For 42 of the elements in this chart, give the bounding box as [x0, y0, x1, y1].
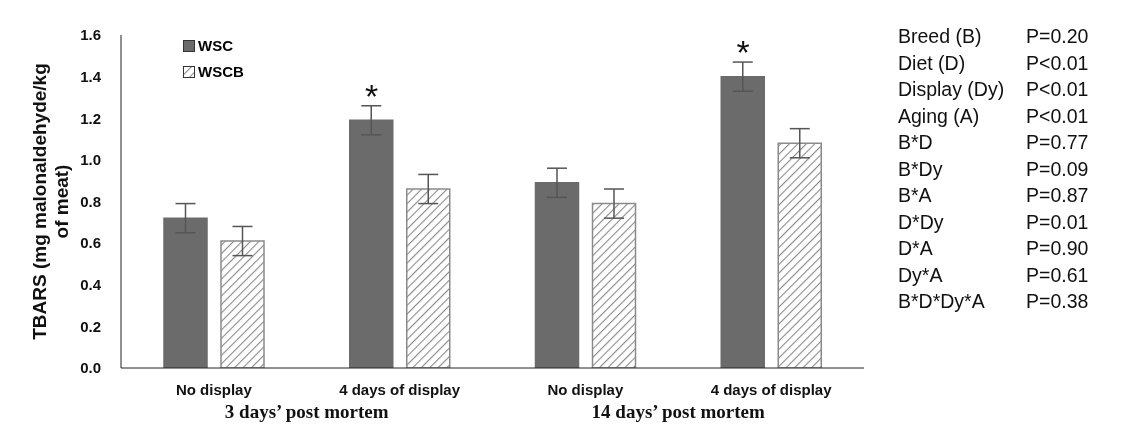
text: Diet (D) — [898, 50, 967, 75]
text: P<0.01 — [1026, 103, 1089, 128]
x-tick-label: No display — [547, 380, 624, 398]
text: B*Dy — [898, 156, 944, 181]
text: B*D*Dy*A — [898, 289, 986, 314]
legend-label: WSCB — [198, 63, 244, 80]
text: P<0.01 — [1026, 50, 1089, 75]
annotation: * — [365, 76, 379, 115]
text: Dy*A — [898, 262, 944, 287]
y-axis-title: TBARS (mg malonaldehyde/kg of meat) — [29, 63, 72, 340]
y-tick-label: 0.0 — [80, 359, 101, 377]
text: 14 days’ post mortem — [591, 401, 766, 422]
annotation: * — [736, 33, 750, 72]
y-tick-label: 1.2 — [80, 109, 101, 127]
text: 3 days’ post mortem — [224, 401, 389, 422]
text: D*A — [898, 236, 934, 261]
text: P=0.77 — [1026, 130, 1089, 155]
text: P=0.01 — [1026, 209, 1089, 234]
text: P=0.09 — [1026, 156, 1089, 181]
text: P=0.38 — [1026, 289, 1089, 314]
y-tick-label: 0.6 — [80, 234, 101, 252]
legend-label: WSC — [198, 37, 233, 54]
y-tick-label: 0.4 — [80, 276, 102, 294]
text: D*Dy — [898, 209, 945, 234]
text: P=0.20 — [1026, 24, 1089, 49]
text: P<0.01 — [1026, 77, 1089, 102]
text: Aging (A) — [898, 103, 981, 128]
text: P=0.61 — [1026, 262, 1089, 287]
text: Display (Dy) — [898, 77, 1006, 102]
y-tick-label: 1.6 — [80, 26, 101, 44]
text: B*A — [898, 183, 933, 208]
y-tick-label: 1.4 — [80, 67, 102, 85]
y-tick-label: 1.0 — [80, 151, 101, 169]
text: P=0.87 — [1026, 183, 1089, 208]
text: Breed (B) — [898, 24, 983, 49]
y-tick-label: 0.2 — [80, 317, 101, 335]
x-tick-label: No display — [175, 380, 253, 398]
text: P=0.90 — [1026, 236, 1089, 261]
x-tick-label: 4 days of display — [710, 380, 833, 398]
text: B*D — [898, 130, 934, 155]
y-tick-label: 0.8 — [80, 192, 101, 210]
x-tick-label: 4 days of display — [339, 380, 461, 398]
